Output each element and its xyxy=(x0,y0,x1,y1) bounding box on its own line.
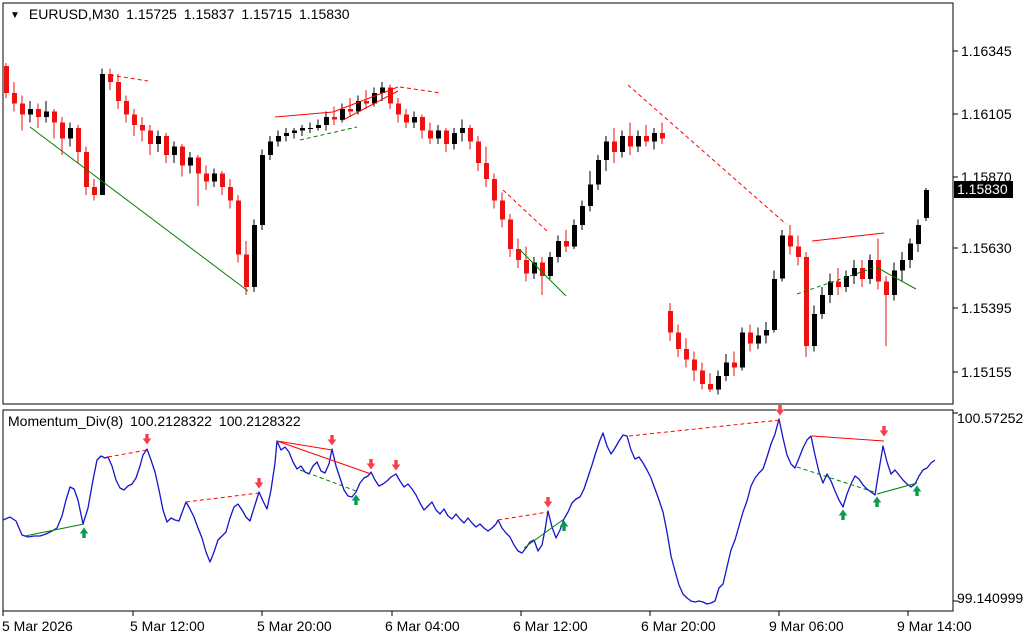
current-price-badge: 1.15830 xyxy=(954,181,1013,198)
price-axis-label: 1.15630 xyxy=(961,240,1012,256)
ohlc-high: 1.15837 xyxy=(183,6,235,22)
indicator-value-1: 100.2128322 xyxy=(130,413,212,429)
indicator-value-2: 100.2128322 xyxy=(218,413,301,429)
chart-header: ▼ EURUSD,M30 1.15725 1.15837 1.15715 1.15830 xyxy=(10,6,350,22)
time-axis-label: 6 Mar 04:00 xyxy=(385,618,460,634)
time-axis-label: 5 Mar 2026 xyxy=(2,618,73,634)
time-axis-label: 6 Mar 20:00 xyxy=(641,618,716,634)
symbol-dropdown-icon[interactable]: ▼ xyxy=(10,10,20,21)
symbol-label: EURUSD,M30 xyxy=(28,6,120,22)
ohlc-close: 1.15830 xyxy=(298,6,350,22)
time-axis-label: 5 Mar 20:00 xyxy=(257,618,332,634)
buy-signal-arrows xyxy=(79,485,922,538)
price-axis-label: 1.15395 xyxy=(961,300,1012,316)
time-axis-label: 9 Mar 06:00 xyxy=(769,618,844,634)
price-divergence-lines xyxy=(29,74,917,297)
indicator-divergence-lines xyxy=(24,419,918,549)
price-axis-label: 1.15155 xyxy=(961,364,1012,380)
candles-layer xyxy=(4,63,929,395)
main-chart-pane[interactable] xyxy=(3,3,953,404)
indicator-name: Momentum_Div(8) xyxy=(8,413,124,429)
indicator-min-label: 99.140999 xyxy=(957,590,1024,606)
time-axis-label: 6 Mar 12:00 xyxy=(513,618,588,634)
pane-borders xyxy=(2,2,958,616)
time-axis-label: 5 Mar 12:00 xyxy=(130,618,205,634)
price-axis-label: 1.16105 xyxy=(961,106,1012,122)
ohlc-open: 1.15725 xyxy=(126,6,177,22)
price-axis-label: 1.16345 xyxy=(961,43,1012,59)
indicator-header: Momentum_Div(8) 100.2128322 100.2128322 xyxy=(8,413,301,429)
ohlc-low: 1.15715 xyxy=(241,6,292,22)
indicator-pane[interactable] xyxy=(3,410,953,611)
time-axis-label: 9 Mar 14:00 xyxy=(897,618,972,634)
indicator-max-label: 100.57252 xyxy=(957,410,1024,426)
momentum-line xyxy=(2,418,936,605)
sell-signal-arrows xyxy=(142,405,889,508)
